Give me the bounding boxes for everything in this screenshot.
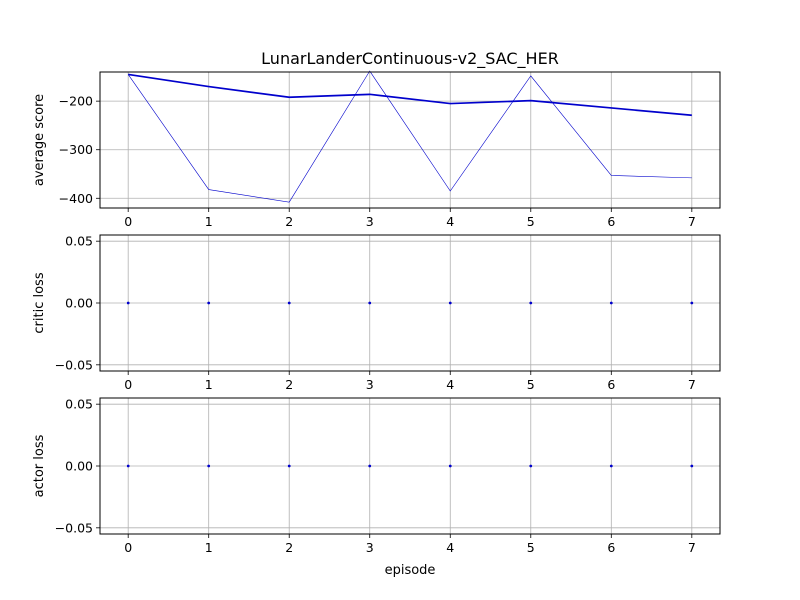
x-tick-label: 7 — [688, 377, 696, 392]
data-point — [126, 464, 130, 468]
x-tick-label: 0 — [124, 540, 132, 555]
series-line-per-episode — [127, 70, 692, 203]
data-point — [529, 464, 533, 468]
y-axis-label: average score — [32, 94, 47, 186]
y-tick-label: −0.05 — [55, 520, 93, 535]
x-tick-label: 1 — [205, 377, 213, 392]
x-tick-label: 5 — [527, 540, 535, 555]
data-point — [207, 301, 211, 305]
x-axis-label: episode — [385, 563, 436, 578]
data-point — [207, 464, 211, 468]
data-point — [609, 301, 613, 305]
y-tick-label: 0.05 — [65, 234, 93, 249]
data-point — [690, 301, 694, 305]
x-tick-label: 4 — [446, 540, 454, 555]
x-tick-label: 6 — [607, 540, 615, 555]
subplot-1: 0 1 2 3 4 5 6 7 −400 −300 −200 average score LunarLa… — [32, 49, 721, 229]
x-tick-label: 7 — [688, 540, 696, 555]
data-point — [287, 301, 291, 305]
data-point — [448, 464, 452, 468]
y-tick-label: −0.05 — [55, 357, 93, 372]
x-tick-label: 2 — [285, 540, 293, 555]
y-tick-label: −200 — [59, 94, 93, 109]
x-tick-label: 6 — [607, 377, 615, 392]
subplot-2: 0 1 2 3 4 5 6 7 −0.05 0.00 0.05 critic loss — [32, 234, 721, 392]
x-tick-label: 4 — [446, 377, 454, 392]
x-tick-label: 3 — [366, 214, 374, 229]
axes-frame — [99, 397, 721, 535]
axes-frame — [99, 71, 721, 209]
x-tick-label: 0 — [124, 214, 132, 229]
x-tick-label: 1 — [205, 540, 213, 555]
x-tick-label: 6 — [607, 214, 615, 229]
data-point — [690, 464, 694, 468]
y-axis-label: actor loss — [32, 434, 47, 497]
y-tick-label: −400 — [59, 191, 93, 206]
axes-frame — [99, 234, 721, 372]
data-point — [609, 464, 613, 468]
chart-title: LunarLanderContinuous-v2_SAC_HER — [261, 49, 559, 69]
x-tick-label: 5 — [527, 214, 535, 229]
x-tick-label: 3 — [366, 540, 374, 555]
y-tick-label: 0.00 — [65, 459, 93, 474]
data-point — [287, 464, 291, 468]
x-tick-label: 4 — [446, 214, 454, 229]
y-tick-label: 0.05 — [65, 397, 93, 412]
series-line-average — [128, 73, 692, 117]
x-tick-label: 7 — [688, 214, 696, 229]
x-tick-label: 3 — [366, 377, 374, 392]
data-point — [126, 301, 130, 305]
y-tick-label: −300 — [59, 142, 93, 157]
y-tick-label: 0.00 — [65, 296, 93, 311]
y-axis-label: critic loss — [32, 272, 47, 333]
data-point — [529, 301, 533, 305]
subplot-3: 0 1 2 3 4 5 6 7 −0.05 0.00 0.05 actor loss episode — [32, 397, 721, 578]
x-tick-label: 2 — [285, 214, 293, 229]
x-tick-label: 0 — [124, 377, 132, 392]
data-point — [448, 301, 452, 305]
x-tick-label: 2 — [285, 377, 293, 392]
x-tick-label: 5 — [527, 377, 535, 392]
data-point — [368, 464, 372, 468]
data-point — [368, 301, 372, 305]
x-tick-label: 1 — [205, 214, 213, 229]
